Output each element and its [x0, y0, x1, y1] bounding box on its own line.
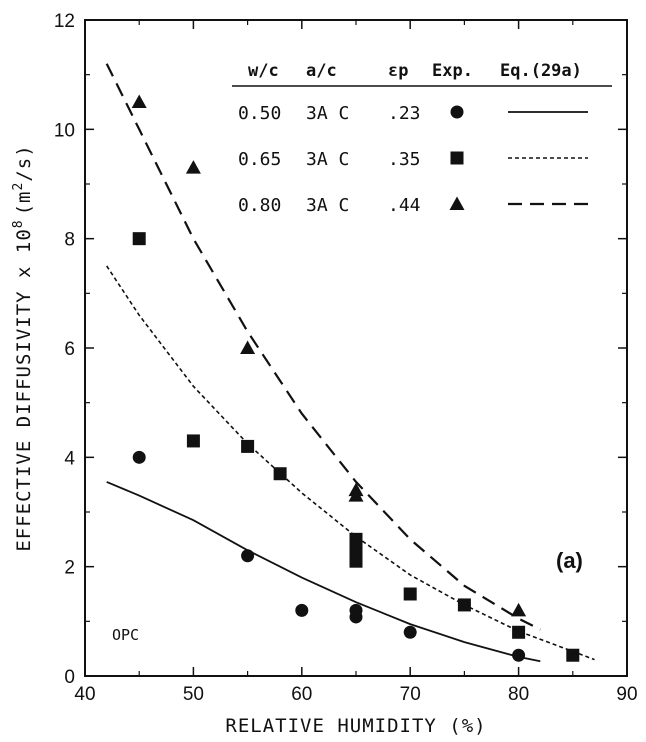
y-tick-label: 12	[54, 11, 75, 32]
legend-wc-value: 0.80	[238, 195, 281, 216]
fit-curve-circle	[106, 481, 541, 663]
y-tick-label: 2	[64, 558, 75, 579]
data-point-triangle	[348, 488, 364, 502]
data-point-square	[512, 625, 526, 639]
x-tick-label: 90	[616, 684, 637, 705]
x-tick-label: 60	[291, 684, 312, 705]
data-point-square	[186, 434, 200, 448]
data-point-square	[457, 598, 471, 612]
data-point-triangle	[185, 160, 201, 174]
y-axis-title-unit-exponent: 2	[11, 182, 26, 191]
legend-header-ac: a/c	[306, 61, 337, 81]
data-point-square	[349, 532, 363, 546]
legend-wc-value: 0.50	[238, 103, 281, 124]
y-tick-label: 8	[64, 230, 75, 251]
data-points	[131, 94, 580, 662]
plot-frame	[84, 19, 628, 677]
opc-annotation: OPC	[112, 626, 139, 644]
data-point-circle	[132, 450, 146, 464]
data-point-square	[349, 554, 363, 568]
y-tick-label: 0	[64, 667, 75, 688]
legend-wc-value: 0.65	[238, 149, 281, 170]
legend-marker-triangle	[449, 196, 465, 210]
fit-curve-square	[106, 265, 595, 661]
data-point-square	[566, 648, 580, 662]
x-axis-title: RELATIVE HUMIDITY (%)	[225, 715, 486, 737]
legend-header-ep: εp	[388, 61, 408, 81]
data-point-triangle	[240, 340, 256, 354]
legend-marker-square	[450, 151, 464, 165]
legend-ac-value: 3A C	[306, 149, 349, 170]
legend-marker-circle	[450, 105, 464, 119]
legend-ac-value: 3A C	[306, 103, 349, 124]
data-point-square	[241, 439, 255, 453]
y-axis-title-main: EFFECTIVE DIFFUSIVITY x 10	[13, 228, 35, 551]
x-tick-label: 80	[508, 684, 529, 705]
data-point-square	[349, 543, 363, 557]
legend-ep-value: .35	[388, 149, 421, 170]
data-point-square	[403, 587, 417, 601]
legend-ep-value: .44	[388, 195, 421, 216]
y-axis-title-unit-end: /s)	[13, 144, 35, 181]
fit-curves	[105, 63, 595, 663]
x-tick-label: 40	[74, 684, 95, 705]
data-point-square	[273, 467, 287, 481]
fit-curve-triangle	[105, 63, 541, 631]
y-axis-title-unit: (m	[13, 191, 35, 216]
y-tick-label: 6	[64, 339, 75, 360]
data-point-circle	[241, 549, 255, 563]
data-point-triangle	[131, 94, 147, 108]
axis-ticks: 40 50 60 70 80 90 0 2 4 6 8 10 12	[54, 11, 638, 705]
y-axis-title-exponent: 8	[11, 219, 26, 228]
data-point-circle	[295, 603, 309, 617]
x-tick-label: 70	[400, 684, 421, 705]
y-axis-title: EFFECTIVE DIFFUSIVITY x 108 (m2/s)	[11, 144, 35, 551]
data-point-triangle	[511, 602, 527, 617]
data-point-circle	[349, 610, 363, 624]
legend-ep-value: .23	[388, 103, 421, 124]
legend-header-eq: Eq.(29a)	[500, 61, 582, 81]
legend: w/c a/c εp Exp. Eq.(29a) 0.50 3A C .23 0.65…	[232, 61, 612, 216]
x-tick-label: 50	[183, 684, 204, 705]
data-point-circle	[512, 648, 526, 662]
y-tick-label: 10	[54, 120, 75, 141]
y-tick-label: 4	[64, 448, 75, 469]
legend-ac-value: 3A C	[306, 195, 349, 216]
legend-header-wc: w/c	[248, 61, 279, 81]
data-point-circle	[403, 625, 417, 639]
legend-header-exp: Exp.	[432, 61, 473, 81]
data-point-square	[132, 232, 146, 246]
panel-label: (a)	[556, 548, 583, 573]
